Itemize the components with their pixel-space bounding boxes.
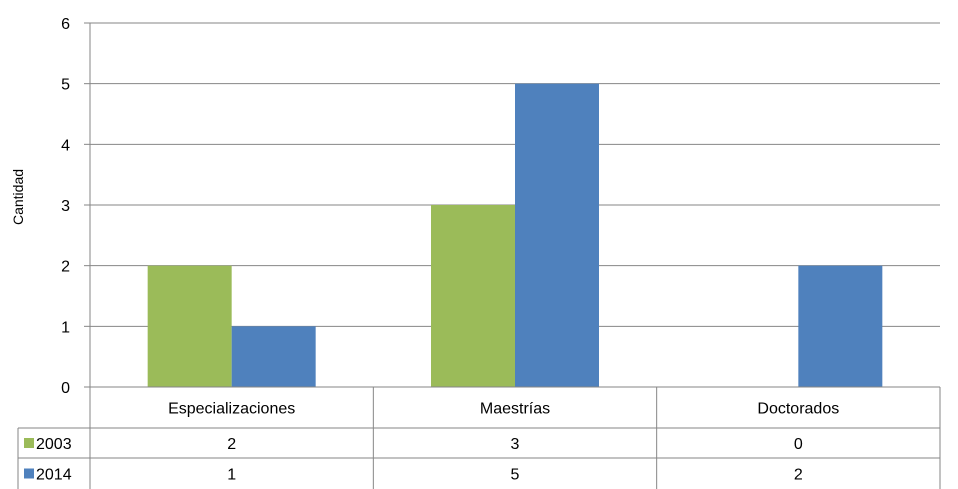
bar-2014-2	[798, 265, 883, 387]
legend-label-2003: 2003	[36, 436, 72, 453]
legend-swatch-2003	[24, 438, 34, 448]
bar-2003-0	[147, 265, 232, 387]
y-axis-title: Cantidad	[10, 169, 26, 225]
bar-2003-1	[431, 205, 515, 387]
x-category-label: Maestrías	[480, 401, 550, 418]
y-tick-label: 2	[61, 259, 70, 276]
axes	[84, 22, 940, 388]
legend-label-2014: 2014	[36, 467, 72, 484]
y-tick-label: 5	[61, 77, 70, 94]
table-cell-2014-0: 1	[227, 467, 236, 484]
y-tick-labels: 0 1 2 3 4 5 6	[61, 16, 70, 397]
y-tick-label: 0	[61, 380, 70, 397]
bars	[147, 83, 883, 388]
x-category-label: Doctorados	[757, 401, 839, 418]
data-table: Especializaciones Maestrías Doctorados 2003…	[17, 387, 941, 489]
y-tick-label: 3	[61, 198, 70, 215]
table-cell-2003-2: 0	[794, 436, 803, 453]
bar-2014-1	[515, 83, 599, 388]
table-cell-2003-0: 2	[227, 436, 236, 453]
table-cell-2014-2: 2	[794, 467, 803, 484]
y-tick-label: 4	[61, 137, 70, 154]
table-cell-2014-1: 5	[511, 467, 520, 484]
legend-swatch-2014	[24, 468, 34, 479]
x-category-label: Especializaciones	[168, 401, 295, 418]
bar-2014-0	[231, 326, 316, 387]
y-tick-label: 1	[61, 319, 70, 336]
y-tick-label: 6	[61, 16, 70, 33]
table-cell-2003-1: 3	[511, 436, 520, 453]
